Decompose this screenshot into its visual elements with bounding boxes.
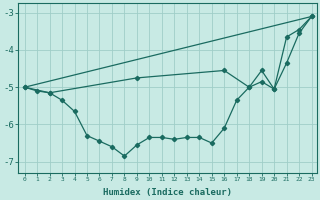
X-axis label: Humidex (Indice chaleur): Humidex (Indice chaleur) <box>103 188 232 197</box>
